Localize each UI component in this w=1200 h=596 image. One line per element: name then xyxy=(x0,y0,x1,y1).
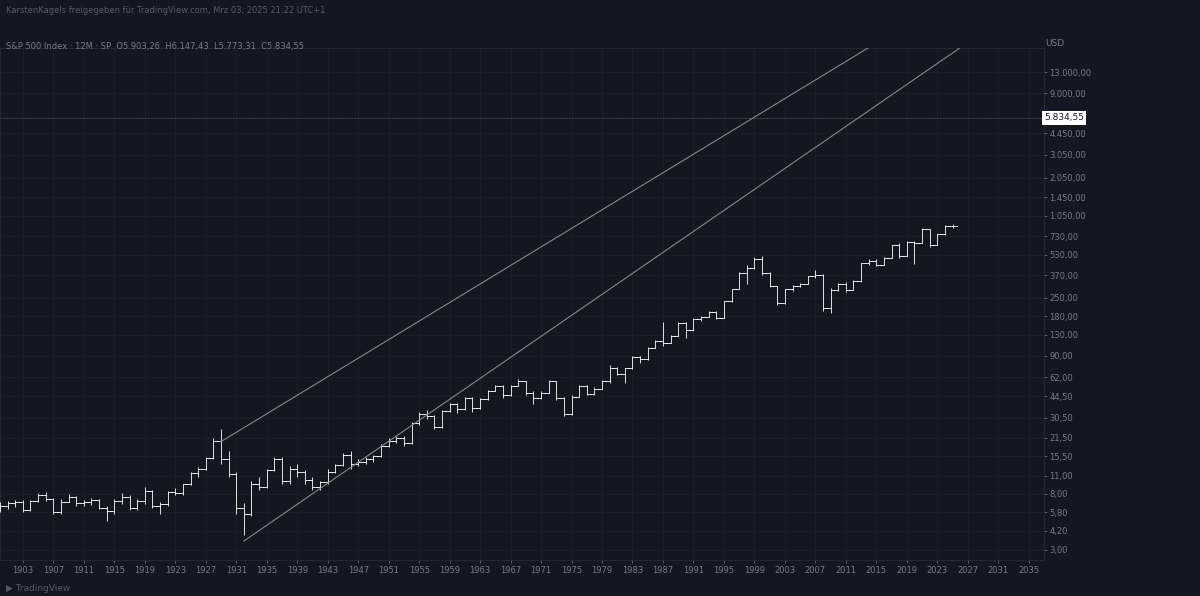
Text: ▶ TradingView: ▶ TradingView xyxy=(6,584,71,593)
Text: 5.834,55: 5.834,55 xyxy=(1044,113,1084,122)
Text: USD: USD xyxy=(1045,39,1064,48)
Text: S&P 500 Index · 12M · SP  O5.903,26  H6.147,43  L5.773,31  C5.834,55: S&P 500 Index · 12M · SP O5.903,26 H6.14… xyxy=(6,42,304,51)
Text: KarstenKagels freigegeben für TradingView.com, Mrz 03, 2025 21:22 UTC+1: KarstenKagels freigegeben für TradingVie… xyxy=(6,6,325,15)
